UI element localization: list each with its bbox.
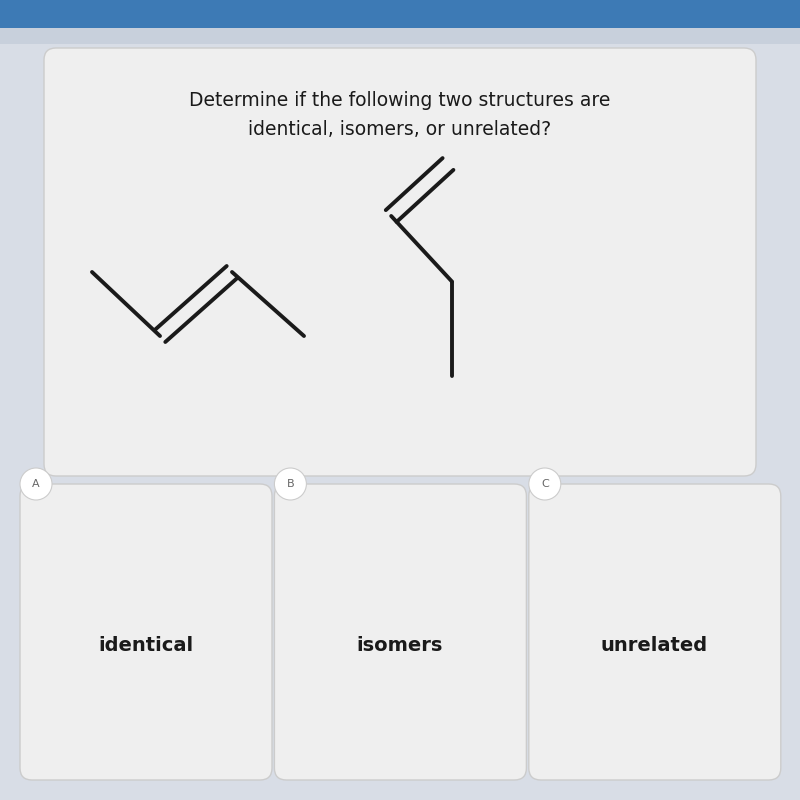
Text: B: B — [286, 479, 294, 489]
Text: isomers: isomers — [357, 636, 443, 655]
Text: unrelated: unrelated — [601, 636, 708, 655]
FancyBboxPatch shape — [20, 484, 272, 780]
FancyBboxPatch shape — [0, 28, 800, 44]
FancyBboxPatch shape — [0, 0, 800, 28]
FancyBboxPatch shape — [44, 48, 756, 476]
Text: A: A — [32, 479, 40, 489]
Text: C: C — [541, 479, 549, 489]
Text: identical: identical — [99, 636, 194, 655]
Text: s - Isomers: s - Isomers — [12, 8, 77, 22]
FancyBboxPatch shape — [529, 484, 781, 780]
FancyBboxPatch shape — [274, 484, 526, 780]
Circle shape — [20, 468, 52, 500]
Text: Determine if the following two structures are: Determine if the following two structure… — [190, 90, 610, 110]
Circle shape — [529, 468, 561, 500]
Circle shape — [274, 468, 306, 500]
Text: identical, isomers, or unrelated?: identical, isomers, or unrelated? — [249, 120, 551, 139]
Text: try: try — [12, 31, 28, 41]
